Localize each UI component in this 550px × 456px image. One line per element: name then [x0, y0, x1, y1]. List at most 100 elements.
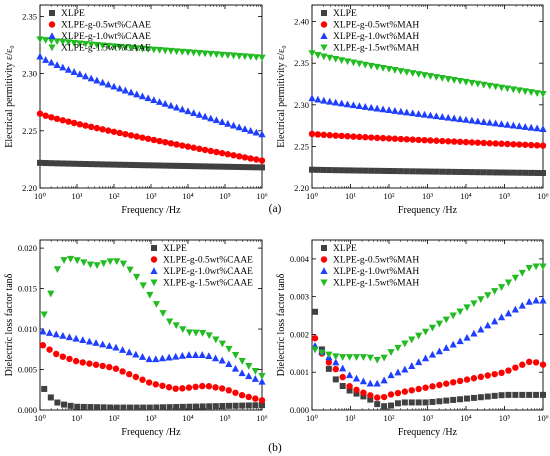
data-point	[159, 382, 166, 389]
data-point	[403, 69, 411, 76]
data-point	[480, 118, 488, 125]
data-point	[258, 373, 266, 380]
data-point	[492, 119, 500, 127]
legend-item: XLPE-g-0.5wt%CAAE	[150, 256, 253, 266]
data-point	[429, 383, 436, 390]
data-point	[435, 347, 443, 355]
data-point	[456, 115, 464, 123]
data-point	[408, 336, 416, 344]
data-point	[192, 383, 199, 391]
data-point	[53, 350, 60, 358]
x-tick-label: 10⁴	[460, 413, 472, 423]
legend-item: XLPE-g-1.0wt%MAH	[320, 32, 419, 42]
data-point	[231, 364, 240, 372]
data-point	[59, 63, 67, 71]
data-point	[308, 94, 316, 102]
data-point	[229, 52, 238, 60]
data-point	[409, 70, 417, 77]
series-3	[36, 36, 266, 62]
data-point	[179, 385, 186, 392]
data-point	[436, 381, 443, 389]
data-point	[241, 53, 249, 61]
data-point	[219, 163, 226, 170]
data-point	[150, 46, 158, 54]
data-point	[346, 382, 353, 390]
data-point	[355, 102, 363, 110]
data-point	[47, 37, 55, 45]
legend-marker	[320, 32, 328, 39]
data-point	[385, 66, 393, 73]
data-point	[366, 354, 374, 362]
data-point	[409, 168, 416, 175]
data-point	[314, 52, 322, 59]
data-point	[81, 72, 90, 80]
data-point	[314, 131, 322, 138]
data-point	[195, 110, 203, 118]
data-point	[373, 104, 381, 112]
data-point	[470, 375, 478, 382]
data-point	[462, 78, 470, 86]
data-point	[133, 162, 140, 169]
y-tick-label: 2.35	[294, 58, 309, 68]
data-point	[110, 43, 118, 51]
legend-item: XLPE	[49, 9, 85, 19]
data-point	[367, 396, 374, 403]
data-point	[42, 56, 50, 63]
legend-marker	[320, 21, 328, 28]
data-point	[172, 352, 180, 360]
data-point	[504, 169, 511, 176]
data-point	[165, 353, 173, 361]
data-point	[359, 377, 368, 385]
data-point	[374, 167, 381, 174]
data-point	[420, 110, 429, 118]
data-point	[320, 131, 328, 139]
data-point	[252, 128, 260, 136]
data-point	[172, 322, 180, 330]
data-point	[439, 168, 446, 175]
data-point	[401, 340, 409, 348]
data-point	[105, 161, 112, 168]
data-point	[367, 103, 375, 111]
chart-b-left: 10⁰ 10¹ 10² 10³ 10⁴ 10⁵ 10⁶ 0.000 0.005 0.010 0.01…	[4, 239, 268, 438]
data-point	[438, 113, 446, 120]
data-point	[532, 296, 540, 304]
data-point	[48, 160, 55, 167]
data-point	[344, 167, 351, 174]
data-point	[76, 40, 84, 48]
data-point	[449, 340, 457, 348]
data-point	[118, 346, 127, 353]
x-tick-label: 10⁵	[499, 413, 511, 423]
chart-b-right: 10⁰ 10¹ 10² 10³ 10⁴ 10⁵ 10⁶ 0.000 0.001 0.002 0.00…	[276, 239, 549, 438]
data-point	[511, 305, 519, 313]
data-point	[359, 354, 368, 361]
data-point	[126, 371, 133, 378]
data-point	[397, 68, 405, 75]
data-point	[505, 391, 512, 398]
data-point	[127, 88, 135, 96]
legend-marker	[320, 267, 328, 274]
data-point	[462, 116, 470, 123]
data-point	[443, 380, 450, 387]
data-point	[415, 110, 423, 117]
data-point	[519, 361, 526, 368]
data-point	[497, 84, 506, 92]
data-point	[195, 50, 203, 57]
data-point	[367, 392, 374, 399]
data-point	[492, 83, 500, 91]
data-point	[99, 126, 106, 133]
data-point	[339, 354, 347, 361]
data-point	[76, 70, 84, 78]
data-point	[158, 354, 167, 362]
data-point	[247, 53, 255, 61]
data-point	[463, 169, 469, 176]
series-1	[39, 342, 266, 404]
data-point	[150, 96, 158, 104]
series-0	[37, 159, 265, 171]
data-point	[339, 364, 347, 372]
data-point	[468, 139, 476, 146]
data-point	[439, 137, 446, 145]
data-point	[99, 78, 107, 86]
data-point	[403, 108, 411, 116]
data-point	[492, 169, 499, 176]
data-point	[526, 391, 533, 398]
